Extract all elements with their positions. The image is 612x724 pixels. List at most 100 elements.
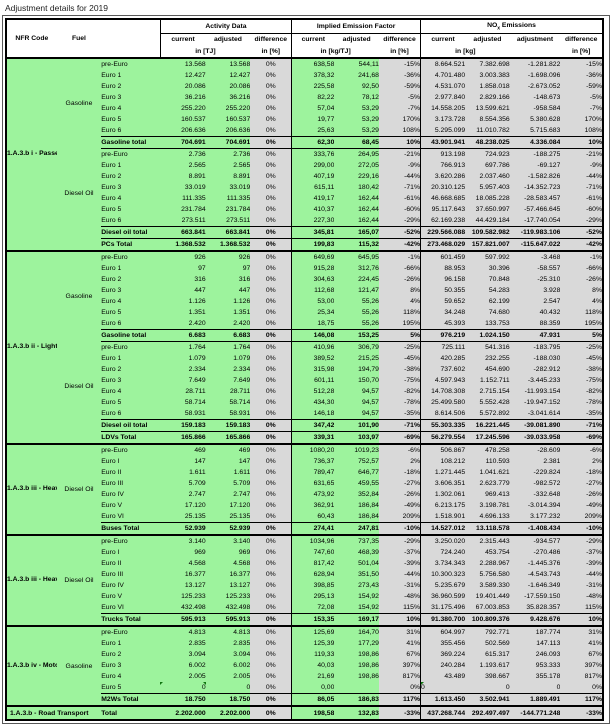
activity-current-cell: 469 [160,443,206,456]
activity-current-cell: 16.377 [160,569,206,580]
nox-adjustment-cell: -1.445.376 [509,558,561,569]
ief-current-cell: 638,58 [291,57,335,70]
nox-current-cell: 5.235.679 [420,580,466,591]
activity-difference-cell: 0% [250,70,292,81]
table-row: Euro 4 255.220 255.220 0% 57,04 53,29 -7% 14.55… [6,103,603,114]
activity-current-cell: 12.427 [160,70,206,81]
activity-adjusted-cell: 969 [205,547,251,558]
ief-current-cell: 339,31 [291,431,335,445]
activity-current-cell: 159.183 [160,419,206,432]
table-row: Euro 2 20.086 20.086 0% 225,58 92,50 -59% 4.531… [6,81,603,92]
activity-adjusted-cell: 165.866 [205,431,251,445]
ief-current-cell: 82,22 [291,92,335,103]
fuel-cell-empty [56,431,102,444]
nox-adjustment-cell: -28.609 [509,443,561,456]
nox-difference-cell: 8% [560,285,603,296]
fuel-cell: Gasoline [56,250,102,342]
nox-adjusted-cell: 1.152.711 [465,375,510,386]
nox-adjustment-cell: -69.127 [509,160,561,171]
nox-adjustment-cell: -3.041.614 [509,408,561,420]
ief-adjusted-cell: 180,42 [334,182,379,193]
activity-difference-cell: 0% [250,671,292,682]
row-label-cell: Euro 5 [101,397,161,408]
ief-adjusted-cell: 737,35 [334,534,379,547]
nox-current-cell: 913.198 [420,148,466,160]
nox-adjusted-cell: 2.288.967 [465,558,510,569]
nox-current-cell: 420.285 [420,353,466,364]
nox-adjusted-cell: 3.198.781 [465,500,510,511]
ief-difference-cell: -71% [378,182,421,193]
table-row: Euro 2 316 316 0% 304,63 224,45 -26% 96.158 70.8… [6,274,603,285]
ief-current-cell: 649,69 [291,250,335,263]
nox-difference-header: difference [560,33,603,45]
ief-difference-cell: -44% [378,171,421,182]
ief-adjusted-cell: 164,70 [334,625,379,638]
nox-adjustment-cell: -17.740.054 [509,215,561,227]
ief-current-cell: 198,58 [291,705,335,720]
ief-adjusted-cell: 162,44 [334,215,379,227]
nox-current-cell: 56.279.554 [420,431,466,445]
nox-difference-cell: -69% [560,431,603,445]
nox-adjustment-cell: 147.113 [509,638,561,649]
activity-current-cell: 2.005 [160,671,206,682]
activity-adjusted-cell: 125.233 [205,591,251,602]
ief-difference-cell: 817% [378,671,421,682]
table-row: Euro 6 206.636 206.636 0% 25,63 53,29 108% 5.29… [6,125,603,137]
activity-current-cell: 1.079 [160,353,206,364]
nox-adjusted-cell: 157.821.007 [465,238,510,252]
activity-current-cell: 1.368.532 [160,238,206,252]
comment-marker-icon [421,682,425,685]
nox-difference-cell: -18% [560,467,603,478]
table-row: Euro 5 1.351 1.351 0% 25,34 55,26 118% 34.248 74… [6,307,603,318]
activity-difference-cell: 0% [250,318,292,330]
nox-current-cell: 6.213.175 [420,500,466,511]
activity-adjusted-cell: 20.086 [205,81,251,92]
table-row: Euro 1 1.079 1.079 0% 389,52 215,25 -45% 420.28… [6,353,603,364]
activity-current-cell: 28.711 [160,386,206,397]
header-group-row: NFR Code Fuel Activity Data Implied Emis… [6,19,603,59]
activity-difference-cell: 0% [250,419,292,432]
table-row: Euro 1 97 97 0% 915,28 312,76 -66% 88.953 30.396… [6,263,603,274]
nox-adjusted-cell: 11.010.782 [465,125,510,137]
activity-adjusted-cell: 2.736 [205,148,251,160]
ief-difference-cell: -49% [378,500,421,511]
nox-adjustment-cell: 35.828.357 [509,602,561,614]
group-total-row: Buses Total 52.939 52.939 0% 274,41 247,81 -10… [6,522,603,536]
activity-current-cell: 125.233 [160,591,206,602]
activity-adjusted-cell: 3.140 [205,534,251,547]
nox-adjusted-cell: 18.085.228 [465,193,510,204]
nox-current-cell: 3.173.728 [420,114,466,125]
nox-current-cell: 4.597.943 [420,375,466,386]
ief-current-cell: 347,42 [291,419,335,432]
ief-current-cell: 21,69 [291,671,335,682]
ief-adjusted-cell: 162,44 [334,204,379,215]
activity-data-group-header: Activity Data [159,19,292,34]
table-row: Euro 5 0 0 0% 0,00 0% 0 0 0 0% [6,682,603,694]
nox-current-cell: 8.664.521 [420,57,466,70]
table-row: Euro 5 231.784 231.784 0% 410,37 162,44 -60% 95… [6,204,603,215]
nfr-code-cell: 1.A.3.b i - Passenger Cars [6,57,57,251]
activity-adjusted-cell: 1.368.532 [205,238,251,252]
ief-adjusted-cell: 55,26 [334,296,379,307]
activity-adjusted-cell: 12.427 [205,70,251,81]
table-row: Euro VI 432.498 432.498 0% 72,08 154,92 115% 31… [6,602,603,614]
activity-adjusted-cell: 2.202.000 [205,705,251,720]
comment-marker-icon [160,682,164,685]
nox-adjusted-cell: 398.667 [465,671,510,682]
nox-current-cell: 43.901.941 [420,136,466,149]
nox-adjusted-cell: 232.255 [465,353,510,364]
row-label-cell: pre-Euro [101,250,161,263]
euro-class-column-header [101,19,161,59]
table-row: Euro 5 58.714 58.714 0% 434,30 94,57 -78% 25.49… [6,397,603,408]
activity-adjusted-cell: 926 [205,250,251,263]
adjustment-details-table: NFR Code Fuel Activity Data Implied Emis… [5,18,604,721]
nox-adjustment-cell: -188.275 [509,148,561,160]
nox-difference-cell: 817% [560,671,603,682]
table-row: 1.A.3.b iii - Heavy Duty Vehicle: Trucks… [6,534,603,626]
activity-current-cell: 2.202.000 [160,705,206,720]
ief-adjusted-cell: 53,29 [334,114,379,125]
nox-adjusted-cell: 30.396 [465,263,510,274]
nox-adjustment-cell: -3.445.233 [509,375,561,386]
ief-adjusted-cell: 154,92 [334,602,379,614]
nox-adjusted-cell: 969.413 [465,489,510,500]
